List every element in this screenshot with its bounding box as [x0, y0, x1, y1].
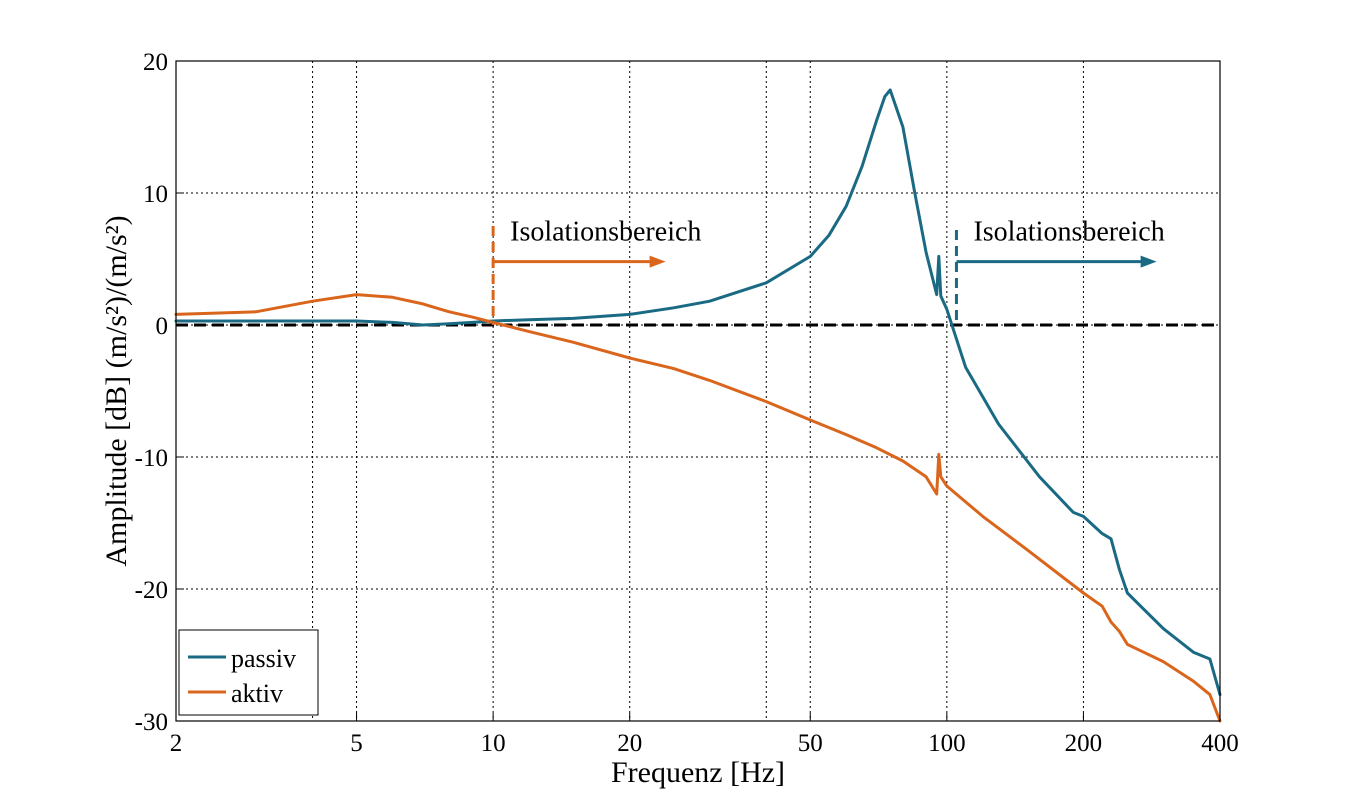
isolation-label: Isolationsbereich	[973, 217, 1164, 248]
x-tick-label: 20	[617, 730, 642, 757]
legend: passiv aktiv	[178, 629, 319, 716]
series-line-passiv	[174, 88, 1222, 697]
y-tick-label: -10	[135, 445, 168, 472]
y-tick-label: 0	[156, 313, 169, 340]
x-tick-label: 200	[1065, 730, 1103, 757]
x-tick-label: 10	[481, 730, 506, 757]
y-axis-label: Amplitude [dB] (m/s²)/(m/s²)	[100, 215, 133, 566]
x-tick-label: 100	[928, 730, 966, 757]
series-line-aktiv	[174, 293, 1222, 723]
y-tick-label: 10	[143, 181, 168, 208]
data-series	[174, 88, 1222, 723]
plot-frame	[175, 60, 1221, 722]
x-tick-label: 5	[350, 730, 363, 757]
y-tick-label: 20	[143, 49, 168, 76]
isolation-label: Isolationsbereich	[510, 217, 701, 248]
isolation-arrow-head	[649, 255, 666, 268]
legend-box	[178, 629, 319, 716]
isolation-arrow-head	[1140, 255, 1157, 268]
legend-label-passiv: passiv	[231, 644, 296, 673]
y-tick-label: -20	[135, 577, 168, 604]
legend-label-aktiv: aktiv	[231, 679, 283, 708]
x-tick-label: 2	[170, 730, 183, 757]
x-axis-label: Frequenz [Hz]	[611, 756, 785, 789]
annotations: Isolationsbereich Isolationsbereich	[491, 217, 1165, 325]
x-tick-label: 400	[1201, 730, 1239, 757]
y-tick-label: -30	[135, 709, 168, 736]
plot-background	[176, 61, 1220, 721]
x-tick-label: 50	[798, 730, 823, 757]
